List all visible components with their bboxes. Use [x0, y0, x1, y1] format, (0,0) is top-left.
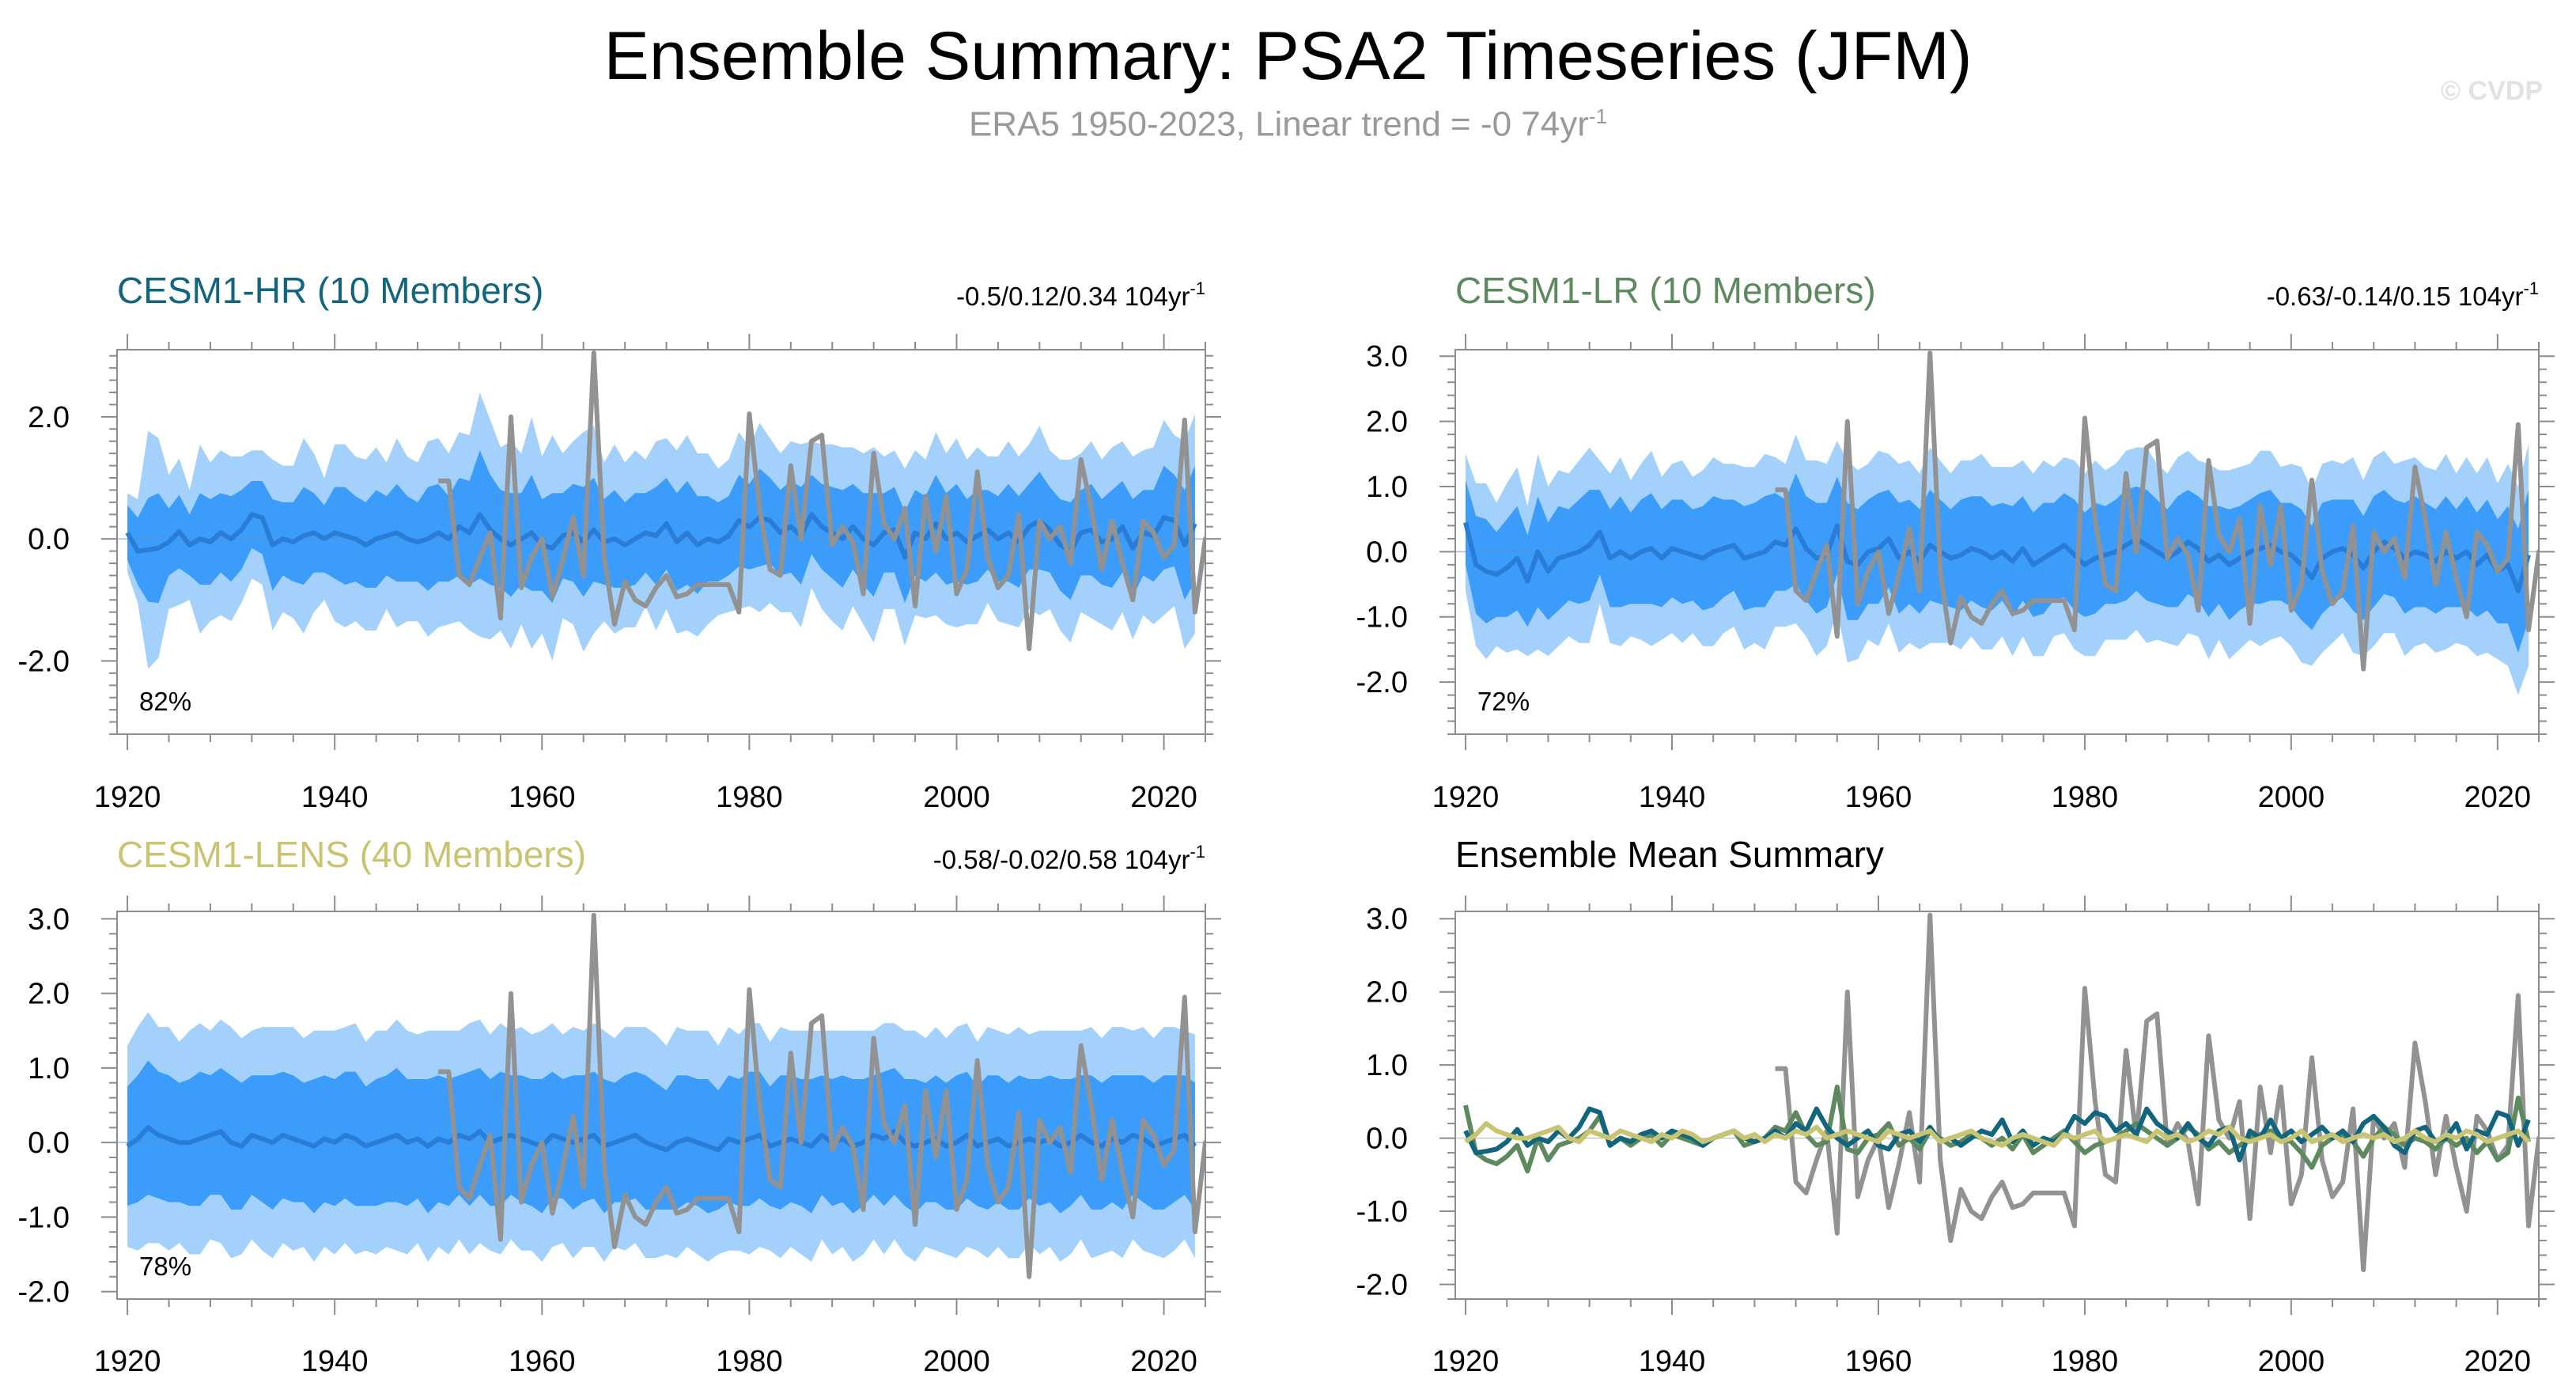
series-line-era5: [1775, 350, 2539, 672]
ensemble-mean-line: [1463, 521, 2531, 593]
y-tick-label: -1.0: [1356, 601, 1408, 634]
x-tick-label: 1920: [94, 1345, 161, 1378]
panel-title: CESM1-HR (10 Members): [117, 270, 543, 311]
y-tick-label: 2.0: [1366, 406, 1408, 439]
y-tick-label: 3.0: [1366, 340, 1408, 373]
y-tick-label: 2.0: [28, 401, 70, 434]
series-line-era5: [1775, 912, 2539, 1272]
y-tick-label: -2.0: [18, 1276, 70, 1309]
trend-sup: -1: [1190, 278, 1205, 298]
percent-label: 72%: [1477, 687, 1530, 716]
y-tick-label: 2.0: [28, 978, 70, 1011]
plot-area: [117, 912, 1205, 1279]
y-tick-label: 0.0: [28, 1127, 70, 1160]
subtitle-text: ERA5 1950-2023, Linear trend = -0 74yr: [968, 104, 1589, 144]
x-tick-label: 1940: [1639, 1345, 1706, 1378]
y-tick-label: -2.0: [1356, 666, 1408, 699]
cvdp-credit: © CVDP: [2441, 76, 2543, 106]
y-tick-label: 2.0: [1366, 976, 1408, 1010]
x-tick-label: 1960: [1845, 781, 1912, 814]
series-line-cesm1-lens: [1464, 1121, 2531, 1148]
panel-title: CESM1-LR (10 Members): [1455, 270, 1876, 311]
x-tick-label: 2000: [923, 1345, 990, 1378]
x-tick-label: 1920: [1432, 781, 1500, 814]
x-tick-label: 1980: [716, 781, 783, 814]
y-tick-label: 1.0: [1366, 1049, 1408, 1082]
y-tick-label: -1.0: [1356, 1195, 1408, 1229]
x-tick-label: 1920: [94, 781, 161, 814]
plot-frame: [116, 911, 1206, 1300]
trend-sup: -1: [2523, 278, 2539, 298]
panel-hr: 1920 1940 1960 1980 2000 2020 -2.0 0.0 2.0 CESM1-…: [18, 270, 1221, 814]
x-tick-label: 1940: [301, 781, 369, 814]
trend-label: -0.5/0.12/0.34 104yr-1: [956, 278, 1205, 311]
x-tick-label: 1960: [509, 781, 576, 814]
y-tick-label: 0.0: [28, 523, 70, 556]
percent-label: 82%: [139, 687, 191, 716]
plot-area: [1455, 912, 2539, 1272]
panel-summary: 1920 1940 1960 1980 2000 2020 -2.0 -1.0 0.0 1.0 2.…: [1356, 834, 2555, 1378]
panel-lr: 1920 1940 1960 1980 2000 2020 -2.0 -1.0 0.0 1.0 2.…: [1356, 270, 2555, 814]
trend-text: -0.58/-0.02/0.58 104yr: [933, 845, 1190, 874]
subtitle-sup: -1: [1588, 104, 1608, 128]
ensemble-mean-line: [125, 512, 1197, 560]
trend-label: -0.58/-0.02/0.58 104yr-1: [933, 842, 1205, 874]
x-tick-label: 1960: [509, 1345, 576, 1378]
y-tick-label: 1.0: [28, 1052, 70, 1085]
panel-lens: 1920 1940 1960 1980 2000 2020 -2.0 -1.0 0.0 1.0 2.…: [18, 834, 1221, 1378]
x-tick-label: 1940: [1639, 781, 1706, 814]
y-tick-label: -2.0: [1356, 1269, 1408, 1302]
plot-frame: [1454, 911, 2540, 1300]
percent-label: 78%: [139, 1252, 191, 1281]
x-tick-label: 2000: [2258, 781, 2325, 814]
plot-area: [1455, 350, 2539, 695]
trend-text: -0.5/0.12/0.34 104yr: [956, 282, 1190, 311]
figure-title: Ensemble Summary: PSA2 Timeseries (JFM): [603, 18, 1973, 94]
x-tick-label: 2020: [1130, 1345, 1197, 1378]
x-tick-label: 2020: [1130, 781, 1197, 814]
series-line-era5: [438, 350, 1205, 651]
ensemble-mean-line: [126, 1125, 1197, 1153]
trend-label: -0.63/-0.14/0.15 104yr-1: [2267, 278, 2539, 311]
x-tick-label: 1940: [301, 1345, 369, 1378]
y-tick-label: -1.0: [18, 1201, 70, 1234]
figure-subtitle: ERA5 1950-2023, Linear trend = -0 74yr-1: [0, 104, 2576, 145]
panel-title: Ensemble Mean Summary: [1455, 834, 1884, 875]
y-tick-label: 0.0: [1366, 536, 1408, 569]
panel-title: CESM1-LENS (40 Members): [117, 834, 586, 875]
y-tick-label: -2.0: [18, 645, 70, 678]
x-tick-label: 2020: [2464, 781, 2532, 814]
x-tick-label: 2020: [2464, 1345, 2532, 1378]
y-tick-label: 3.0: [28, 903, 70, 936]
plot-frame: [116, 349, 1206, 735]
x-tick-label: 1980: [716, 1345, 783, 1378]
y-tick-label: 1.0: [1366, 471, 1408, 504]
y-tick-label: 0.0: [1366, 1123, 1408, 1156]
x-tick-label: 1980: [2052, 781, 2119, 814]
series-line-era5: [438, 912, 1205, 1279]
x-tick-label: 1920: [1432, 1345, 1500, 1378]
trend-text: -0.63/-0.14/0.15 104yr: [2267, 282, 2524, 311]
x-tick-label: 2000: [2258, 1345, 2325, 1378]
y-tick-label: 3.0: [1366, 903, 1408, 936]
x-tick-label: 1980: [2052, 1345, 2119, 1378]
x-tick-label: 2000: [923, 781, 990, 814]
trend-sup: -1: [1190, 842, 1205, 862]
x-tick-label: 1960: [1845, 1345, 1912, 1378]
plot-frame: [1454, 349, 2540, 735]
plot-area: [117, 350, 1205, 669]
